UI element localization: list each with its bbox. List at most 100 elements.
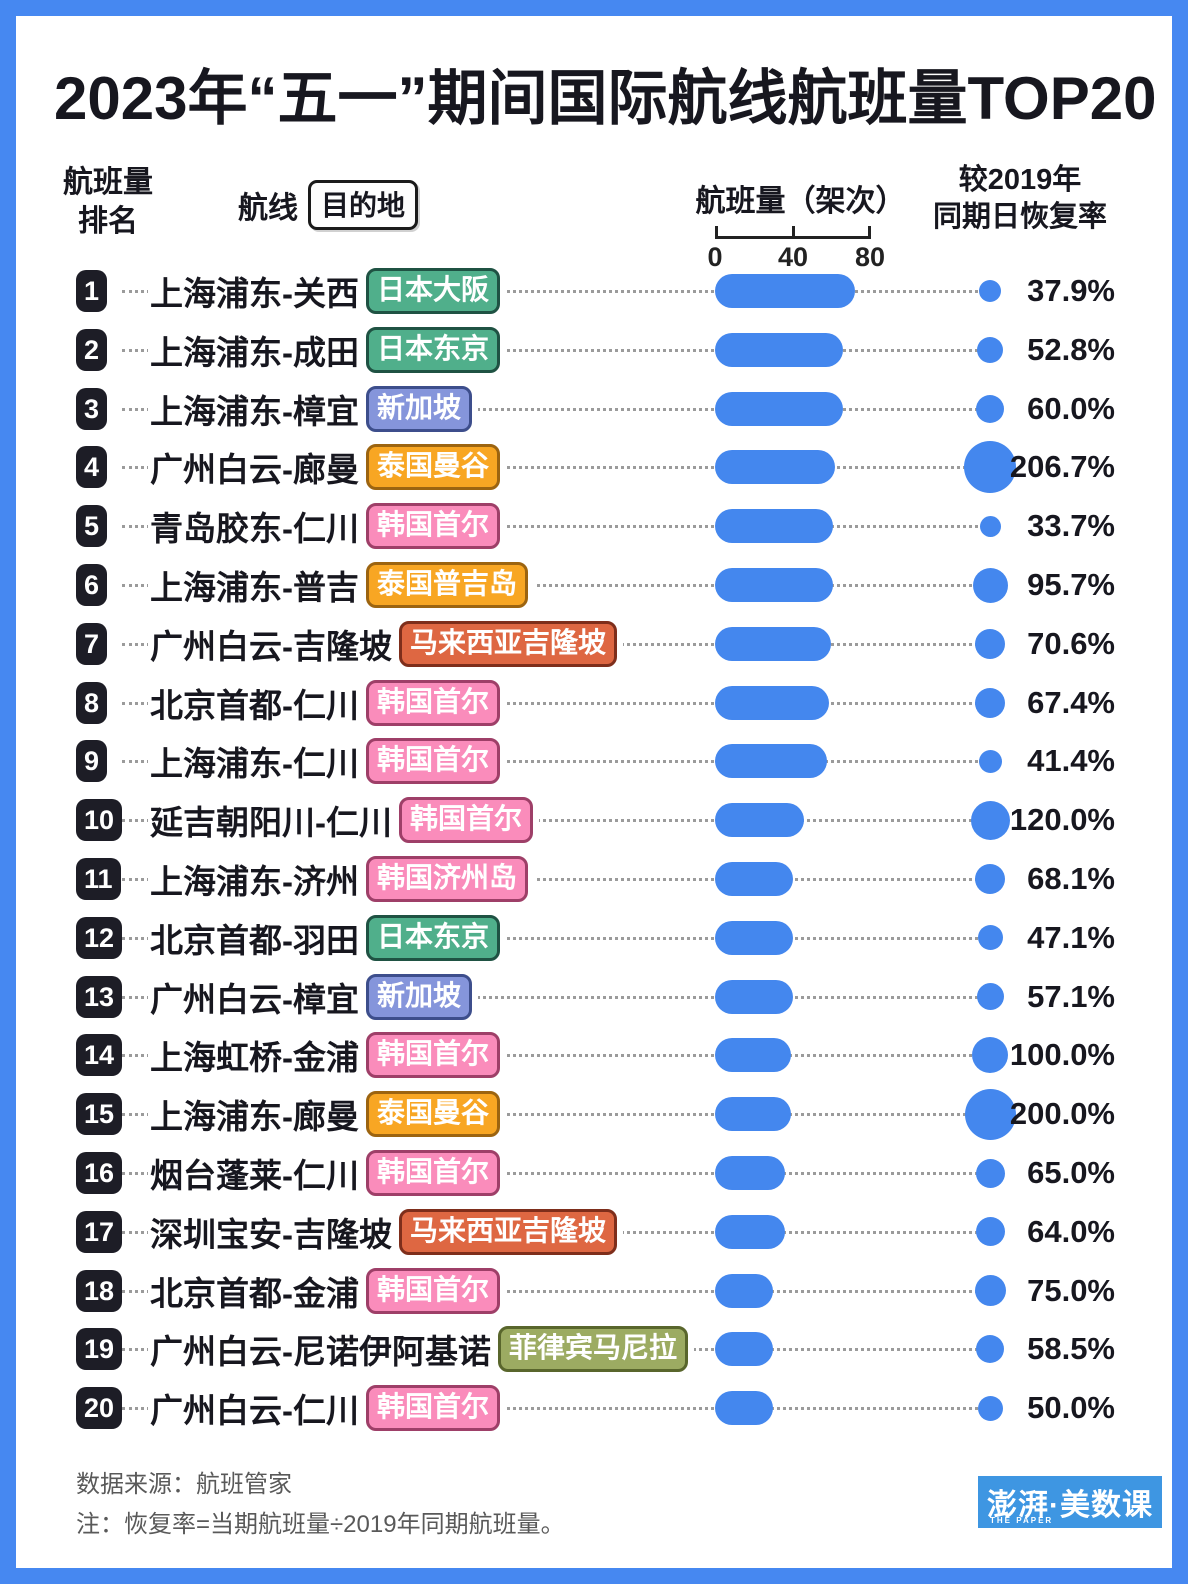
recovery-rate-value: 67.4% bbox=[1027, 684, 1115, 720]
destination-header-box: 目的地 bbox=[308, 180, 419, 230]
logo-text: 澎湃·美数课 bbox=[987, 1489, 1153, 1522]
x-axis-tick-40 bbox=[792, 226, 795, 236]
table-row: 10 延吉朝阳川-仁川 韩国首尔 120.0% bbox=[0, 791, 1188, 850]
recovery-rate-bubble bbox=[975, 1217, 1005, 1247]
column-header-flights: 航班量（架次） bbox=[695, 185, 906, 218]
destination-tag: 泰国曼谷 bbox=[366, 1091, 501, 1138]
recovery-rate-value: 37.9% bbox=[1027, 273, 1115, 308]
recovery-rate-bubble bbox=[975, 687, 1005, 718]
route-name: 烟台蓬莱-仁川 bbox=[150, 1157, 359, 1194]
rank-badge: 8 bbox=[76, 681, 108, 724]
recovery-rate-value: 75.0% bbox=[1027, 1272, 1115, 1308]
route-cell: 上海浦东-樟宜 新加坡 bbox=[148, 379, 479, 438]
route-cell: 广州白云-仁川 韩国首尔 bbox=[148, 1379, 507, 1438]
leader-dotted-line bbox=[122, 290, 985, 293]
destination-tag: 韩国首尔 bbox=[366, 679, 501, 726]
rank-badge: 9 bbox=[76, 740, 108, 783]
recovery-rate-value: 120.0% bbox=[1009, 802, 1115, 838]
flight-volume-bar bbox=[715, 803, 804, 838]
destination-tag: 韩国首尔 bbox=[366, 738, 501, 785]
recovery-rate-value: 41.4% bbox=[1027, 743, 1115, 779]
recovery-rate-bubble bbox=[976, 983, 1004, 1011]
flight-volume-bar bbox=[715, 1038, 791, 1073]
data-source-text: 数据来源：航班管家 bbox=[76, 1471, 292, 1498]
rank-badge: 6 bbox=[76, 564, 108, 606]
route-name: 延吉朝阳川-仁川 bbox=[150, 804, 392, 842]
flight-volume-bar bbox=[715, 332, 843, 367]
recovery-rate-value: 70.6% bbox=[1027, 625, 1115, 661]
x-axis-tick-80 bbox=[868, 226, 871, 236]
route-name: 上海浦东-普吉 bbox=[150, 569, 359, 606]
flight-volume-bar bbox=[715, 1097, 791, 1132]
destination-tag: 新加坡 bbox=[366, 385, 473, 432]
destination-tag: 泰国普吉岛 bbox=[366, 562, 529, 608]
route-name: 广州白云-仁川 bbox=[150, 1392, 359, 1430]
x-axis-label-40: 40 bbox=[777, 242, 809, 272]
route-name: 广州白云-吉隆坡 bbox=[150, 627, 392, 665]
table-row: 17 深圳宝安-吉隆坡 马来西亚吉隆坡 64.0% bbox=[0, 1202, 1188, 1261]
table-row: 2 上海浦东-成田 日本东京 52.8% bbox=[0, 320, 1188, 379]
flight-volume-bar bbox=[715, 509, 833, 544]
recovery-rate-bubble bbox=[975, 1158, 1005, 1188]
leader-dotted-line bbox=[122, 760, 985, 764]
rank-badge: 19 bbox=[76, 1328, 123, 1371]
route-cell: 上海浦东-济州 韩国济州岛 bbox=[148, 850, 535, 908]
rank-badge: 18 bbox=[76, 1269, 123, 1312]
recovery-rate-bubble bbox=[979, 280, 1001, 302]
destination-tag: 泰国曼谷 bbox=[366, 444, 501, 491]
leader-dotted-line bbox=[122, 1289, 985, 1293]
destination-tag: 新加坡 bbox=[366, 973, 473, 1020]
leader-dotted-line bbox=[122, 1172, 985, 1175]
destination-tag: 韩国首尔 bbox=[366, 1150, 501, 1196]
route-name: 上海浦东-樟宜 bbox=[150, 392, 359, 430]
leader-dotted-line bbox=[122, 995, 985, 999]
table-row: 4 广州白云-廊曼 泰国曼谷 206.7% bbox=[0, 438, 1188, 497]
destination-tag: 韩国首尔 bbox=[366, 1385, 501, 1432]
destination-tag: 韩国首尔 bbox=[366, 1267, 501, 1314]
rank-badge: 11 bbox=[76, 858, 121, 900]
route-cell: 烟台蓬莱-仁川 韩国首尔 bbox=[148, 1144, 507, 1202]
flight-volume-bar bbox=[715, 626, 831, 661]
destination-tag: 马来西亚吉隆坡 bbox=[399, 1208, 618, 1255]
leader-dotted-line bbox=[122, 819, 985, 823]
recovery-rate-bubble bbox=[979, 515, 1001, 537]
x-axis-line bbox=[715, 236, 871, 239]
route-header-label: 航线 bbox=[238, 192, 298, 225]
route-cell: 上海浦东-普吉 泰国普吉岛 bbox=[148, 556, 535, 614]
x-axis-label-0: 0 bbox=[707, 242, 723, 272]
route-name: 广州白云-尼诺伊阿基诺 bbox=[150, 1333, 491, 1371]
flight-volume-bar bbox=[715, 274, 855, 308]
column-header-route: 航线 目的地 bbox=[238, 180, 419, 230]
flight-volume-bar bbox=[715, 685, 829, 720]
table-row: 15 上海浦东-廊曼 泰国曼谷 200.0% bbox=[0, 1085, 1188, 1144]
route-cell: 广州白云-廊曼 泰国曼谷 bbox=[148, 438, 507, 497]
recovery-rate-value: 206.7% bbox=[1009, 449, 1115, 485]
table-row: 14 上海虹桥-金浦 韩国首尔 100.0% bbox=[0, 1026, 1188, 1085]
leader-dotted-line bbox=[122, 701, 985, 705]
table-row: 18 北京首都-金浦 韩国首尔 75.0% bbox=[0, 1261, 1188, 1320]
recovery-rate-bubble bbox=[975, 628, 1005, 659]
flight-volume-bar bbox=[715, 920, 793, 955]
column-header-rank: 航班量 排名 bbox=[48, 163, 168, 241]
leader-dotted-line bbox=[122, 1113, 985, 1117]
flight-volume-bar bbox=[715, 1214, 785, 1249]
destination-tag: 马来西亚吉隆坡 bbox=[399, 620, 618, 667]
table-row: 6 上海浦东-普吉 泰国普吉岛 95.7% bbox=[0, 556, 1188, 614]
recovery-header-line2: 同期日恢复率 bbox=[932, 201, 1107, 233]
destination-tag: 韩国济州岛 bbox=[366, 856, 529, 902]
route-cell: 青岛胶东-仁川 韩国首尔 bbox=[148, 497, 507, 556]
table-row: 5 青岛胶东-仁川 韩国首尔 33.7% bbox=[0, 497, 1188, 556]
recovery-rate-value: 100.0% bbox=[1009, 1037, 1115, 1073]
page-title: 2023年“五一”期间国际航线航班量TOP20 bbox=[54, 65, 1157, 132]
recovery-rate-value: 65.0% bbox=[1027, 1155, 1115, 1190]
rank-badge: 20 bbox=[76, 1387, 123, 1430]
recovery-rate-value: 33.7% bbox=[1027, 508, 1115, 544]
rank-badge: 10 bbox=[76, 799, 123, 842]
recovery-rate-value: 47.1% bbox=[1027, 919, 1115, 955]
route-name: 青岛胶东-仁川 bbox=[150, 510, 359, 548]
recovery-rate-value: 64.0% bbox=[1027, 1213, 1115, 1249]
x-axis-label-80: 80 bbox=[854, 242, 886, 272]
destination-tag: 日本东京 bbox=[366, 914, 501, 961]
rank-badge: 15 bbox=[76, 1093, 123, 1136]
